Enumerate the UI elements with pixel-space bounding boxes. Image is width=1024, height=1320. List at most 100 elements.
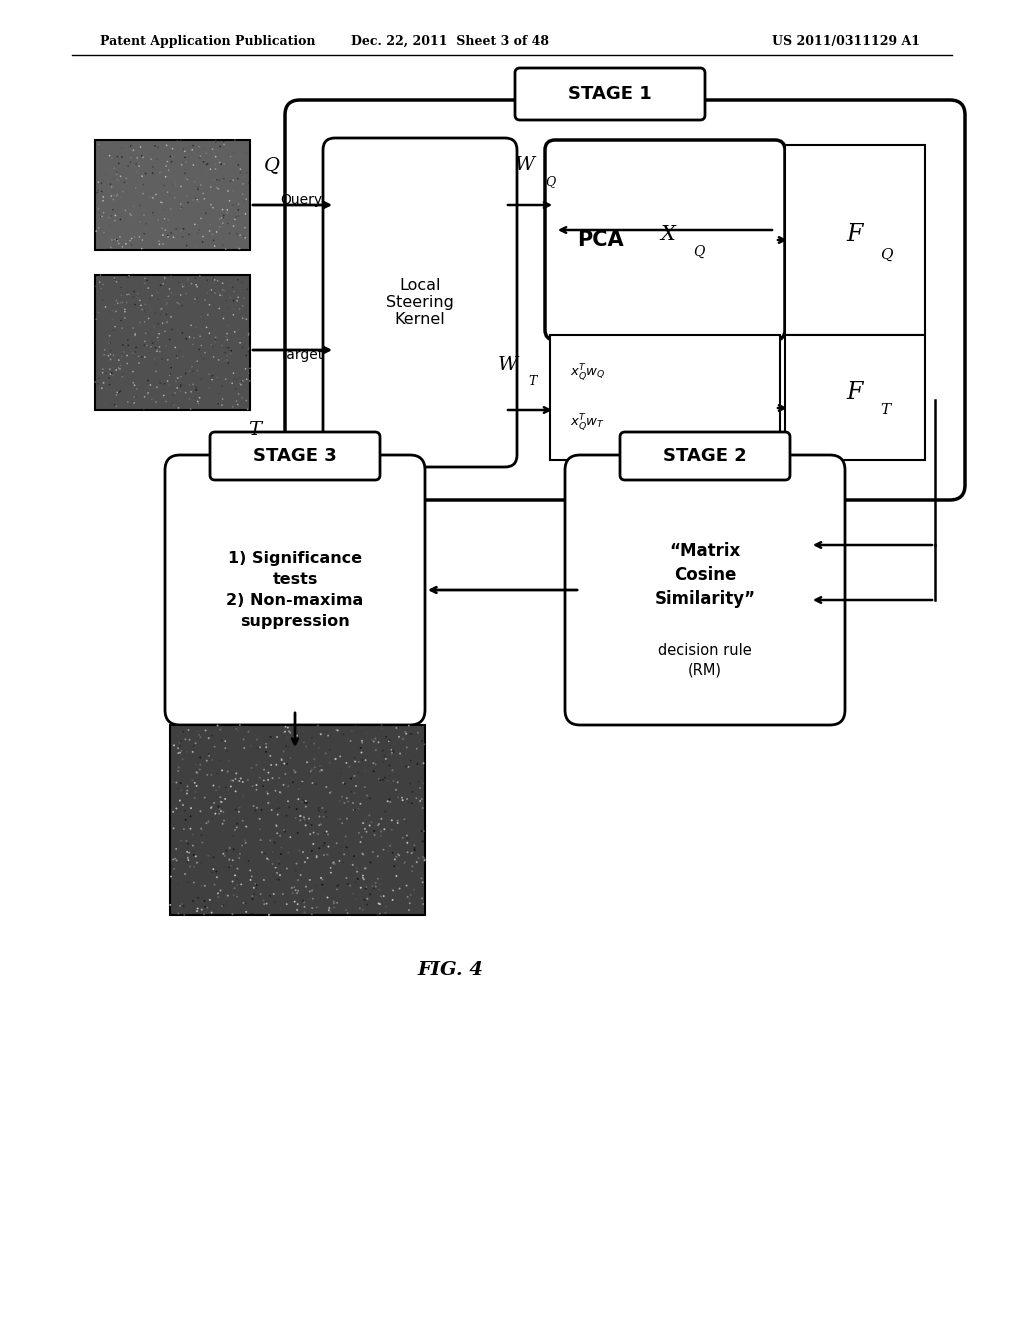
Point bbox=[390, 787, 407, 808]
Point bbox=[391, 845, 408, 866]
Point bbox=[290, 822, 306, 843]
Point bbox=[191, 265, 208, 286]
Point bbox=[388, 846, 404, 867]
Point bbox=[180, 850, 197, 871]
Point bbox=[241, 721, 257, 742]
Point bbox=[157, 219, 173, 240]
Point bbox=[262, 726, 279, 747]
Point bbox=[399, 886, 416, 907]
Point bbox=[215, 308, 231, 329]
Point bbox=[339, 808, 355, 829]
Text: STAGE 3: STAGE 3 bbox=[253, 447, 337, 465]
Point bbox=[158, 391, 174, 412]
Point bbox=[127, 325, 143, 346]
Point bbox=[173, 830, 189, 851]
Point bbox=[293, 805, 309, 826]
Point bbox=[323, 902, 339, 923]
Point bbox=[182, 399, 199, 420]
Point bbox=[94, 206, 111, 227]
Point bbox=[410, 754, 426, 775]
Point bbox=[333, 763, 349, 784]
Point bbox=[179, 851, 196, 873]
Point bbox=[199, 317, 215, 338]
Point bbox=[265, 752, 282, 774]
Point bbox=[338, 826, 354, 847]
Point bbox=[222, 170, 239, 191]
Point bbox=[225, 838, 242, 859]
Point bbox=[251, 886, 267, 907]
Point bbox=[248, 878, 264, 899]
Point bbox=[139, 269, 156, 290]
Point bbox=[137, 331, 154, 352]
Point bbox=[211, 170, 227, 191]
Point bbox=[201, 322, 217, 343]
Point bbox=[165, 384, 181, 405]
Point bbox=[175, 721, 191, 742]
Point bbox=[306, 733, 323, 754]
Point bbox=[241, 850, 257, 871]
FancyBboxPatch shape bbox=[210, 432, 380, 480]
Bar bbox=[95, 140, 250, 249]
Point bbox=[184, 140, 201, 161]
Point bbox=[220, 181, 237, 202]
Text: X: X bbox=[660, 226, 675, 244]
Point bbox=[200, 305, 216, 326]
Point bbox=[310, 800, 327, 821]
Point bbox=[194, 875, 210, 896]
Point bbox=[352, 832, 369, 853]
Point bbox=[231, 298, 248, 319]
Point bbox=[195, 226, 211, 247]
Point bbox=[370, 846, 386, 867]
Point bbox=[221, 849, 238, 870]
Point bbox=[289, 725, 305, 746]
Point bbox=[290, 788, 306, 809]
Point bbox=[328, 748, 344, 770]
Point bbox=[317, 743, 334, 764]
Point bbox=[407, 834, 423, 855]
Point bbox=[181, 374, 198, 395]
Point bbox=[104, 327, 121, 348]
Point bbox=[260, 849, 276, 870]
Point bbox=[208, 129, 224, 150]
Point bbox=[162, 329, 178, 350]
Point bbox=[135, 174, 152, 195]
Point bbox=[276, 752, 293, 774]
Point bbox=[189, 191, 206, 213]
Point bbox=[239, 309, 255, 330]
FancyBboxPatch shape bbox=[285, 100, 965, 500]
Point bbox=[258, 894, 274, 915]
Point bbox=[174, 838, 190, 859]
Point bbox=[151, 313, 167, 334]
Point bbox=[275, 722, 292, 743]
Point bbox=[225, 194, 242, 215]
Point bbox=[176, 276, 193, 297]
Point bbox=[190, 725, 207, 746]
Point bbox=[104, 300, 121, 321]
Point bbox=[264, 767, 281, 788]
Point bbox=[87, 333, 103, 354]
Point bbox=[187, 733, 204, 754]
Point bbox=[173, 129, 189, 150]
Point bbox=[105, 319, 122, 341]
Point bbox=[179, 783, 196, 804]
Point bbox=[126, 195, 142, 216]
Point bbox=[226, 321, 243, 342]
Point bbox=[202, 327, 218, 348]
Point bbox=[124, 391, 140, 412]
Point bbox=[121, 374, 137, 395]
Point bbox=[155, 224, 171, 246]
Point bbox=[180, 719, 197, 741]
Point bbox=[297, 814, 313, 836]
Point bbox=[280, 776, 296, 797]
Point bbox=[354, 730, 371, 751]
Point bbox=[182, 855, 199, 876]
Point bbox=[398, 756, 415, 777]
Point bbox=[205, 808, 221, 829]
Point bbox=[184, 770, 201, 791]
Point bbox=[90, 198, 106, 219]
Point bbox=[109, 384, 125, 405]
Point bbox=[378, 896, 394, 917]
Point bbox=[391, 878, 408, 899]
Point bbox=[110, 169, 126, 190]
Point bbox=[98, 323, 115, 345]
